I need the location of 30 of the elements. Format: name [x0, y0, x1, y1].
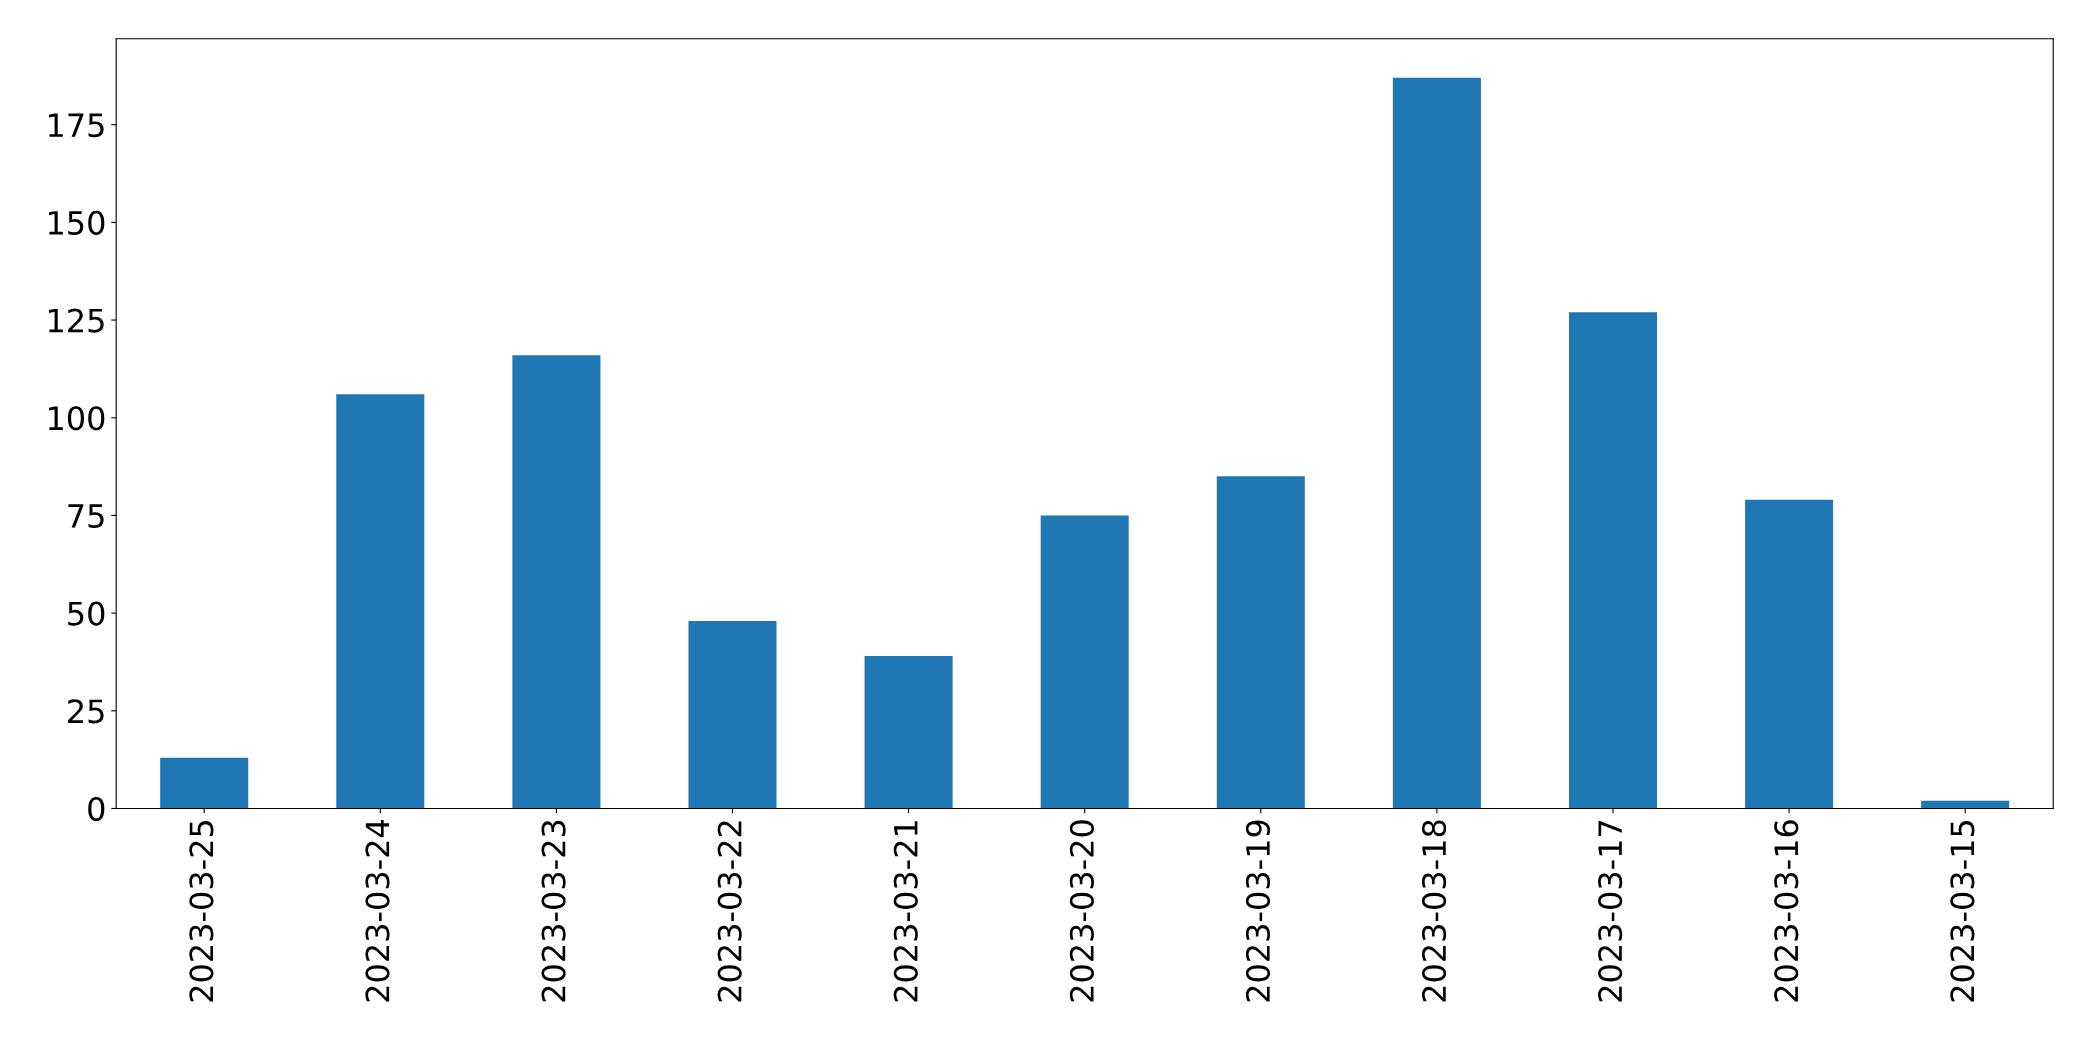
bar	[1921, 800, 2010, 809]
x-tick-label: 2023-03-20	[1069, 820, 1094, 1002]
x-tick-label: 2023-03-21	[893, 821, 918, 1002]
bar	[1745, 499, 1834, 809]
y-tick-label: 50	[68, 601, 105, 626]
x-tick-label: 2023-03-23	[541, 820, 566, 1002]
bar	[512, 355, 601, 809]
x-tick-label: 2023-03-22	[717, 821, 742, 1002]
y-tick-label: 175	[48, 113, 104, 138]
y-tick-label: 150	[48, 210, 105, 235]
x-tick-label: 2023-03-24	[365, 820, 390, 1002]
x-tick-label: 2023-03-15	[1950, 820, 1975, 1002]
bar	[1216, 476, 1305, 809]
x-tick-label: 2023-03-17	[1598, 820, 1623, 1002]
bar	[864, 656, 953, 809]
x-tick-label: 2023-03-19	[1245, 820, 1271, 1002]
y-tick-label: 0	[88, 796, 105, 822]
bar	[1568, 312, 1658, 809]
y-tick-label: 125	[48, 308, 104, 333]
y-tick-label: 75	[68, 504, 104, 529]
bar	[160, 757, 249, 809]
x-tick-label: 2023-03-25	[189, 820, 214, 1002]
x-tick-label: 2023-03-16	[1774, 820, 1799, 1002]
bar	[1040, 515, 1129, 809]
bar	[336, 394, 425, 809]
y-tick-label: 25	[68, 699, 104, 724]
bar	[1392, 77, 1481, 809]
y-tick-label: 100	[48, 406, 105, 431]
x-tick-label: 2023-03-18	[1422, 820, 1447, 1002]
bar	[688, 620, 777, 809]
